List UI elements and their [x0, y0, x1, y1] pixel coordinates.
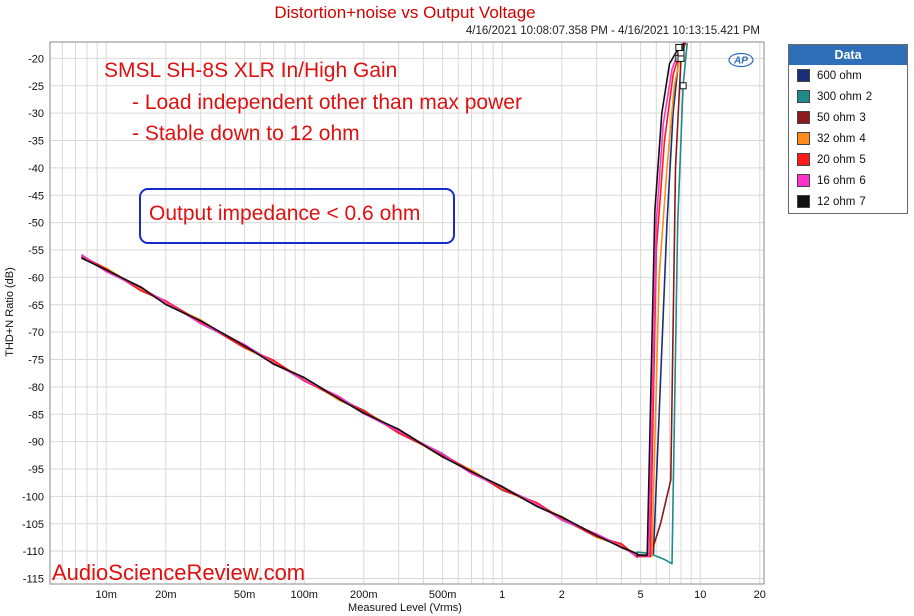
- legend-swatch: [797, 111, 810, 124]
- y-tick-label: -100: [22, 491, 44, 503]
- y-tick-label: -110: [23, 546, 44, 558]
- legend-entry: 32 ohm 4: [789, 128, 907, 149]
- y-tick-label: -75: [28, 355, 44, 367]
- legend-label: 600 ohm: [817, 69, 862, 82]
- y-tick-label: -105: [22, 519, 44, 531]
- y-tick-label: -70: [28, 327, 44, 339]
- x-tick-label: 20m: [155, 589, 176, 601]
- legend-swatch: [797, 69, 810, 82]
- y-tick-label: -85: [28, 409, 44, 421]
- legend-entry: 20 ohm 5: [789, 149, 907, 170]
- legend-index: 2: [865, 90, 873, 103]
- plot-background: [50, 42, 764, 584]
- legend-entry: 12 ohm 7: [789, 191, 907, 212]
- ap-logo-text: AP: [733, 56, 748, 67]
- y-tick-label: -55: [28, 245, 44, 257]
- axis-layer: -20 -25 -30 -35 -40 -45 -50 -55 -60 -65 -70 -75 -80 -…: [22, 41, 766, 601]
- annotation-boxed-text: Output impedance < 0.6 ohm: [149, 202, 421, 225]
- grid-layer: [50, 42, 764, 584]
- legend-label: 20 ohm: [817, 153, 856, 166]
- x-tick-label: 2: [559, 589, 565, 601]
- y-tick-label: -50: [28, 218, 44, 230]
- y-tick-label: -30: [28, 108, 44, 120]
- x-tick-label: 10: [694, 589, 706, 601]
- x-tick-label: 20: [754, 589, 766, 601]
- y-tick-label: -60: [28, 272, 44, 284]
- legend-rows: 600 ohm 300 ohm 2 50 ohm 3 32 ohm 4 20 ohm 5 16 o…: [789, 65, 907, 212]
- plot-frame: [49, 41, 765, 585]
- x-tick-label: 1: [499, 589, 505, 601]
- legend-swatch: [797, 90, 810, 103]
- legend-swatch: [797, 153, 810, 166]
- legend-entry: 300 ohm 2: [789, 86, 907, 107]
- y-tick-label: -25: [28, 81, 44, 93]
- annotation-heading: SMSL SH-8S XLR In/High Gain: [104, 59, 398, 82]
- x-axis-label: Measured Level (Vrms): [348, 602, 462, 614]
- legend-swatch: [797, 174, 810, 187]
- legend-title: Data: [789, 45, 907, 65]
- legend-label: 50 ohm: [817, 111, 856, 124]
- x-tick-label: 50m: [234, 589, 255, 601]
- y-tick-label: -40: [28, 163, 44, 175]
- y-tick-label: -35: [28, 136, 44, 148]
- legend-index: 5: [859, 153, 866, 166]
- legend: Data 600 ohm 300 ohm 2 50 ohm 3 32 ohm 4 20 ohm…: [788, 44, 908, 214]
- chart-title: Distortion+noise vs Output Voltage: [274, 3, 536, 22]
- x-tick-label: 100m: [290, 589, 318, 601]
- annotation-line-2: - Stable down to 12 ohm: [132, 122, 360, 145]
- series-layer: [81, 42, 688, 565]
- x-tick-label: 500m: [429, 589, 457, 601]
- legend-entry: 600 ohm: [789, 65, 907, 86]
- y-tick-label: -115: [23, 574, 44, 586]
- x-tick-label: 200m: [350, 589, 378, 601]
- watermark-text: AudioScienceReview.com: [52, 560, 306, 585]
- legend-label: 16 ohm: [817, 174, 856, 187]
- legend-label: 12 ohm: [817, 195, 856, 208]
- series-line-12-ohm: [81, 42, 685, 557]
- y-tick-label: -80: [28, 382, 44, 394]
- y-tick-label: -95: [28, 464, 44, 476]
- series-marker: [675, 43, 683, 51]
- y-tick-label: -20: [28, 53, 44, 65]
- y-tick-label: -65: [28, 300, 44, 312]
- legend-label: 32 ohm: [817, 132, 856, 145]
- annotation-line-1: - Load independent other than max power: [132, 91, 522, 114]
- legend-swatch: [797, 132, 810, 145]
- y-axis-label: THD+N Ratio (dB): [4, 267, 16, 357]
- legend-label: 300 ohm: [817, 90, 862, 103]
- legend-entry: 50 ohm 3: [789, 107, 907, 128]
- x-tick-label: 10m: [96, 589, 117, 601]
- series-marker: [679, 82, 687, 90]
- series-line-16-ohm: [81, 42, 686, 557]
- legend-index: 6: [859, 174, 866, 187]
- y-tick-label: -45: [28, 190, 44, 202]
- chart-subtitle: 4/16/2021 10:08:07.358 PM - 4/16/2021 10…: [465, 25, 760, 37]
- annotation-box: [139, 188, 455, 244]
- legend-index: 3: [859, 111, 866, 124]
- legend-index: 4: [859, 132, 866, 145]
- ap-logo-icon: AP: [728, 52, 754, 68]
- x-tick-label: 5: [638, 589, 644, 601]
- legend-index: 7: [859, 195, 866, 208]
- legend-swatch: [797, 195, 810, 208]
- y-tick-label: -90: [28, 437, 44, 449]
- legend-entry: 16 ohm 6: [789, 170, 907, 191]
